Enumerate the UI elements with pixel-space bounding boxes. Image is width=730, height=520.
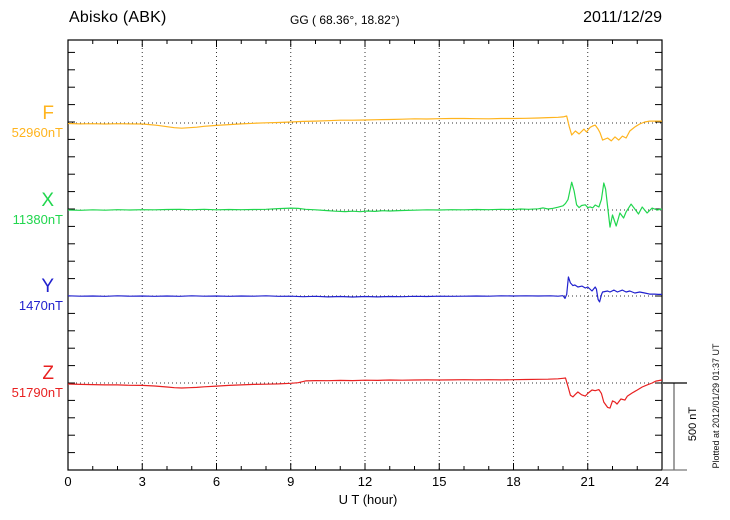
channel-baseline-Z: 51790nT <box>11 385 63 400</box>
channel-letter-F: F <box>42 103 54 124</box>
x-tick-label-6: 6 <box>212 474 221 489</box>
channel-letter-Y: Y <box>41 276 54 297</box>
channel-label-Z: Z 51790nT <box>0 364 63 399</box>
x-tick-label-3: 3 <box>138 474 146 489</box>
channel-label-Y: Y 1470nT <box>0 277 63 312</box>
channel-letter-X: X <box>41 190 54 211</box>
x-tick-label-24: 24 <box>654 474 670 489</box>
trace-Y <box>67 276 662 303</box>
geographic-coordinates: GG ( 68.36°, 18.82°) <box>290 13 400 27</box>
x-tick-label-9: 9 <box>287 474 295 489</box>
scale-bar-label: 500 nT <box>687 406 699 442</box>
x-tick-label-12: 12 <box>357 474 373 489</box>
trace-Z <box>67 377 663 409</box>
plot-date: 2011/12/29 <box>583 9 662 26</box>
trace-F <box>67 115 662 142</box>
scale-bar <box>663 382 687 471</box>
channel-label-X: X 11380nT <box>0 191 63 226</box>
channel-label-F: F 52960nT <box>0 104 63 139</box>
gridlines <box>68 40 662 470</box>
station-title: Abisko (ABK) <box>69 9 167 26</box>
plotted-at-timestamp: Plotted at 2012/01/29 01:37 UT <box>711 343 721 469</box>
axis-ticks <box>67 40 663 470</box>
channel-baseline-Y: 1470nT <box>18 298 63 313</box>
x-axis-title: U T (hour) <box>338 492 398 507</box>
x-tick-label-15: 15 <box>432 474 447 489</box>
trace-X <box>67 181 663 228</box>
channel-baseline-F: 52960nT <box>11 125 63 140</box>
channel-letter-Z: Z <box>42 363 54 384</box>
x-tick-label-21: 21 <box>580 474 595 489</box>
x-tick-label-18: 18 <box>506 474 521 489</box>
x-tick-label-0: 0 <box>64 474 72 489</box>
channel-baseline-X: 11380nT <box>12 212 63 227</box>
